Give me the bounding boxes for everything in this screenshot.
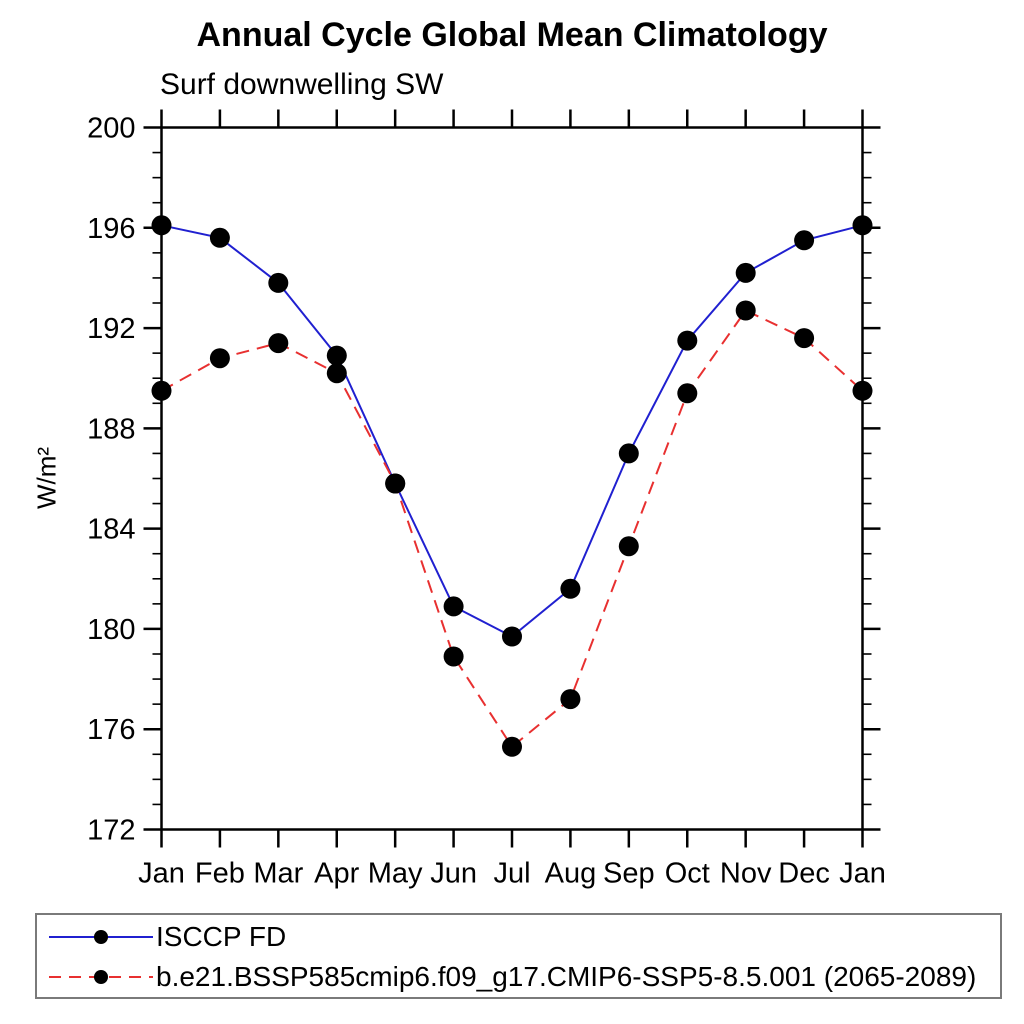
data-point-marker-series1 <box>794 328 815 349</box>
legend-label-model: b.e21.BSSP585cmip6.f09_g17.CMIP6-SSP5-8.… <box>156 961 977 992</box>
y-tick-label: 184 <box>87 514 135 546</box>
data-point-marker-series1 <box>209 348 230 369</box>
data-point-marker-series1 <box>735 300 756 321</box>
data-point-marker-series1 <box>677 383 698 404</box>
chart-title: Annual Cycle Global Mean Climatology <box>196 16 828 54</box>
legend-sample-dashed-line <box>49 970 153 984</box>
x-tick-label: Nov <box>720 858 772 890</box>
series-line-0 <box>161 224 863 638</box>
legend-label-isccp-fd: ISCCP FD <box>156 921 287 952</box>
x-tick-label: Jan <box>138 858 185 890</box>
x-tick-label: Jul <box>493 858 530 890</box>
data-point-marker-series0 <box>443 596 464 617</box>
data-point-marker-series1 <box>385 473 406 494</box>
data-point-marker-series1 <box>852 380 873 401</box>
x-tick-label: Oct <box>665 858 710 890</box>
series-line-1 <box>161 309 864 749</box>
y-tick-label: 196 <box>87 213 135 245</box>
x-tick-label: Jan <box>839 858 886 890</box>
y-tick-label: 176 <box>87 714 135 746</box>
data-point-marker-series1 <box>618 536 639 557</box>
y-tick-label: 192 <box>87 313 135 345</box>
data-point-marker-series0 <box>502 626 522 647</box>
data-point-marker-series0 <box>151 215 172 236</box>
y-tick-label: 200 <box>87 113 135 145</box>
data-point-marker-series1 <box>443 646 464 667</box>
data-point-marker-series1 <box>326 363 347 384</box>
legend-item-isccp-fd: ISCCP FD <box>49 917 1000 957</box>
x-tick-label: Dec <box>778 858 830 890</box>
axis-frame <box>160 126 864 831</box>
data-point-marker-series0 <box>735 262 756 283</box>
x-tick-label: Apr <box>314 858 359 890</box>
data-point-marker-series0 <box>560 578 581 599</box>
data-point-marker-series0 <box>209 227 230 248</box>
legend-marker-dot <box>94 930 108 944</box>
x-tick-label: Jun <box>430 858 477 890</box>
x-tick-label: Sep <box>603 858 655 890</box>
legend-marker-dot <box>94 970 108 984</box>
data-point-marker-series0 <box>677 330 698 351</box>
x-tick-label: Mar <box>253 858 303 890</box>
x-tick-label: May <box>368 858 423 890</box>
data-point-marker-series1 <box>268 333 289 354</box>
legend-item-model: b.e21.BSSP585cmip6.f09_g17.CMIP6-SSP5-8.… <box>49 957 1000 997</box>
x-tick-label: Feb <box>195 858 245 890</box>
y-tick-label: 172 <box>87 815 135 847</box>
chart-subtitle: Surf downwelling SW <box>160 68 444 101</box>
y-tick-label: 180 <box>87 614 135 646</box>
data-point-marker-series0 <box>268 272 289 293</box>
x-tick-label: Aug <box>545 858 597 890</box>
data-point-marker-series0 <box>852 215 873 236</box>
data-point-marker-series1 <box>151 380 172 401</box>
data-point-marker-series1 <box>560 689 581 710</box>
data-point-marker-series1 <box>502 736 522 757</box>
data-point-marker-series0 <box>326 345 347 366</box>
legend-sample-solid-line <box>49 930 153 944</box>
legend-box: ISCCP FD b.e21.BSSP585cmip6.f09_g17.CMIP… <box>35 913 1002 999</box>
data-point-marker-series0 <box>618 443 639 464</box>
data-point-marker-series0 <box>794 230 815 251</box>
y-tick-label: 188 <box>87 413 135 445</box>
